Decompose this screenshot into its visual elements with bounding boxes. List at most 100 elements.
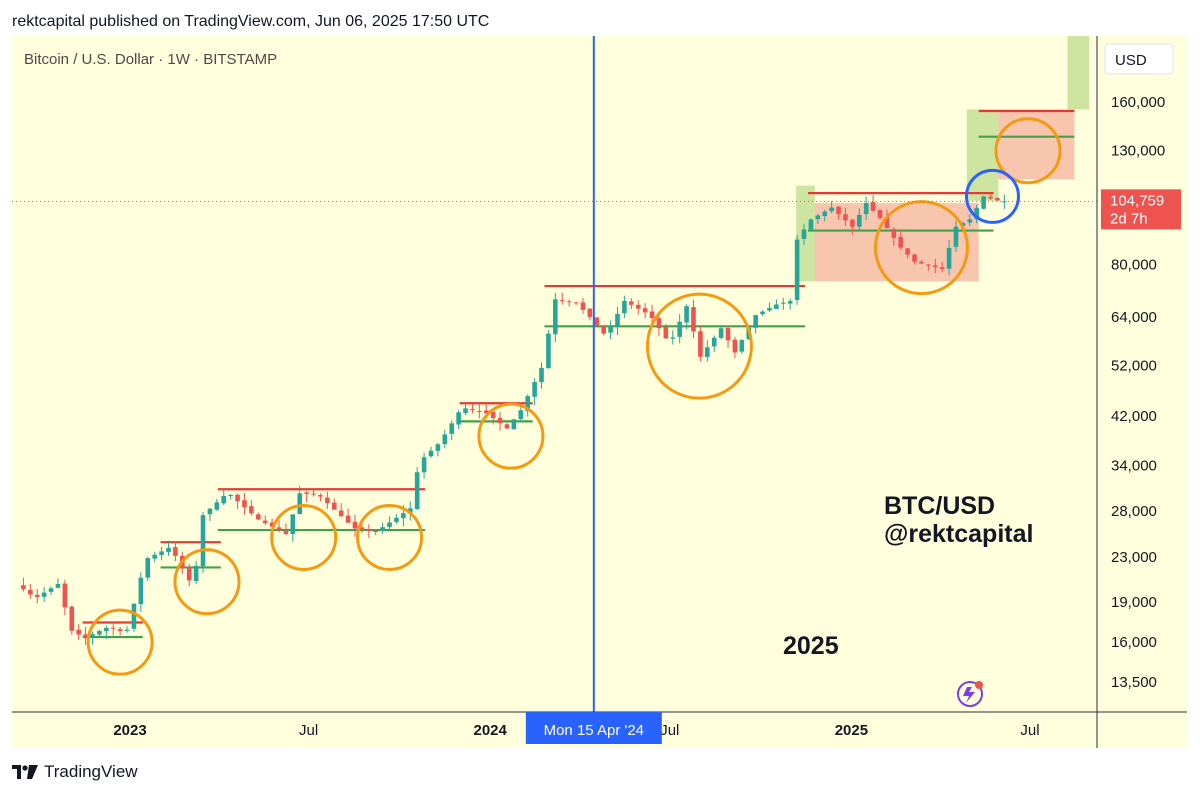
candle-body: [912, 254, 917, 262]
candle-body: [83, 634, 88, 638]
candle-body: [138, 577, 144, 605]
candle-body: [269, 522, 275, 527]
candle-body: [898, 236, 904, 248]
candle-body: [104, 627, 109, 632]
time-tick-label: 2024: [474, 722, 508, 739]
candle-body: [483, 410, 489, 413]
candle-body: [48, 588, 54, 592]
price-axis-background: [1097, 36, 1187, 712]
candle-body: [808, 219, 814, 230]
candle-body: [249, 506, 254, 514]
currency-button[interactable]: [1104, 43, 1174, 75]
candle-body: [387, 522, 392, 527]
candle-body: [152, 554, 157, 559]
btc-weekly-chart[interactable]: 160,000 130,000 80,000 64,000 52,000 42,000 34…: [0, 16, 1200, 748]
publisher-line: rektcapital published on TradingView.com…: [12, 13, 490, 30]
candle-body: [877, 210, 883, 219]
candle-body: [173, 547, 178, 556]
candle-body: [974, 207, 980, 220]
upper-zone-2025: [1067, 16, 1090, 110]
candle-body: [684, 306, 689, 323]
candle-body: [642, 308, 648, 313]
candle-body: [919, 261, 924, 264]
candle-body: [711, 337, 717, 347]
year-label: 2025: [783, 632, 839, 660]
candle-body: [97, 631, 102, 635]
candle-body: [28, 589, 33, 595]
plot-background: [12, 36, 1097, 712]
candle-body: [670, 337, 676, 339]
candle-body: [76, 629, 81, 635]
breakout-zone-2025: [966, 109, 999, 201]
price-tick-label: 80,000: [1111, 257, 1157, 274]
candle-body: [836, 206, 841, 214]
candle-body: [470, 409, 475, 411]
candle-body: [760, 311, 765, 315]
candle-body: [345, 515, 351, 523]
price-tick-label: 52,000: [1111, 358, 1157, 375]
candle-body: [629, 301, 634, 305]
candles: [21, 193, 1007, 645]
candle-body: [774, 304, 779, 309]
candle-body: [90, 634, 95, 638]
assistant-icon[interactable]: [957, 681, 983, 707]
candle-body: [580, 302, 586, 310]
candle-body: [504, 424, 510, 429]
price-tick-label: 42,000: [1111, 408, 1157, 425]
current-price-badge[interactable]: [1101, 189, 1181, 230]
circle-mar-2023: [173, 548, 241, 616]
candle-body: [497, 417, 503, 424]
price-tick-label: 28,000: [1111, 503, 1157, 520]
candle-body: [276, 527, 282, 531]
candle-body: [594, 317, 600, 326]
tradingview-logo-icon: [12, 765, 38, 779]
candle-body: [200, 515, 206, 567]
crosshair-date-label: Mon 15 Apr '24: [544, 722, 644, 739]
candle-body: [186, 567, 192, 581]
candle-body: [373, 530, 379, 532]
price-tick-label: 23,000: [1111, 549, 1157, 566]
candle-body: [656, 318, 662, 329]
candle-body: [463, 408, 468, 413]
circle-aug-2024: [645, 292, 753, 400]
candle-body: [62, 583, 68, 608]
candle-body: [359, 527, 365, 530]
reference-lines: [12, 36, 1097, 712]
candle-body: [953, 226, 959, 247]
price-axis[interactable]: 160,000 130,000 80,000 64,000 52,000 42,000 34…: [1096, 36, 1181, 748]
price-tick-label: 19,000: [1111, 594, 1157, 611]
time-tick-label: 2025: [835, 722, 868, 739]
candle-body: [856, 214, 862, 227]
candle-body: [421, 457, 427, 473]
chart-area[interactable]: 160,000 130,000 80,000 64,000 52,000 42,000 34…: [0, 16, 1200, 748]
price-tick-label: 160,000: [1111, 94, 1165, 111]
price-tick-label: 13,500: [1111, 674, 1157, 691]
candle-body: [325, 497, 330, 504]
candle-body: [615, 313, 620, 327]
range-zone-2025: [814, 203, 979, 282]
candle-body: [21, 585, 26, 590]
candle-body: [863, 203, 869, 215]
candle-body: [166, 547, 171, 552]
price-tick-label: 64,000: [1111, 309, 1157, 326]
circle-jan-2024: [477, 402, 545, 470]
footer: TradingView: [12, 760, 138, 784]
candle-body: [967, 219, 973, 223]
time-tick-label: Jul: [299, 722, 318, 739]
candle-body: [622, 301, 627, 314]
candle-body: [559, 300, 565, 302]
price-tick-label: 130,000: [1111, 143, 1165, 160]
circle-dec-2022: [86, 608, 154, 676]
candle-body: [428, 450, 434, 457]
candle-body: [477, 410, 482, 412]
candle-body: [566, 301, 572, 303]
candle-body: [946, 247, 952, 269]
candle-body: [905, 248, 910, 255]
candle-body: [698, 331, 703, 357]
candle-body: [401, 513, 406, 519]
time-axis[interactable]: 2023 Jul 2024 Jul 2025 Jul Mon 15 Apr '24: [12, 711, 1187, 744]
symbol-title[interactable]: Bitcoin / U.S. Dollar · 1W · BITSTAMP: [24, 51, 277, 68]
candle-body: [331, 502, 337, 510]
time-tick-label: Jul: [660, 722, 679, 739]
candle-body: [926, 264, 931, 266]
